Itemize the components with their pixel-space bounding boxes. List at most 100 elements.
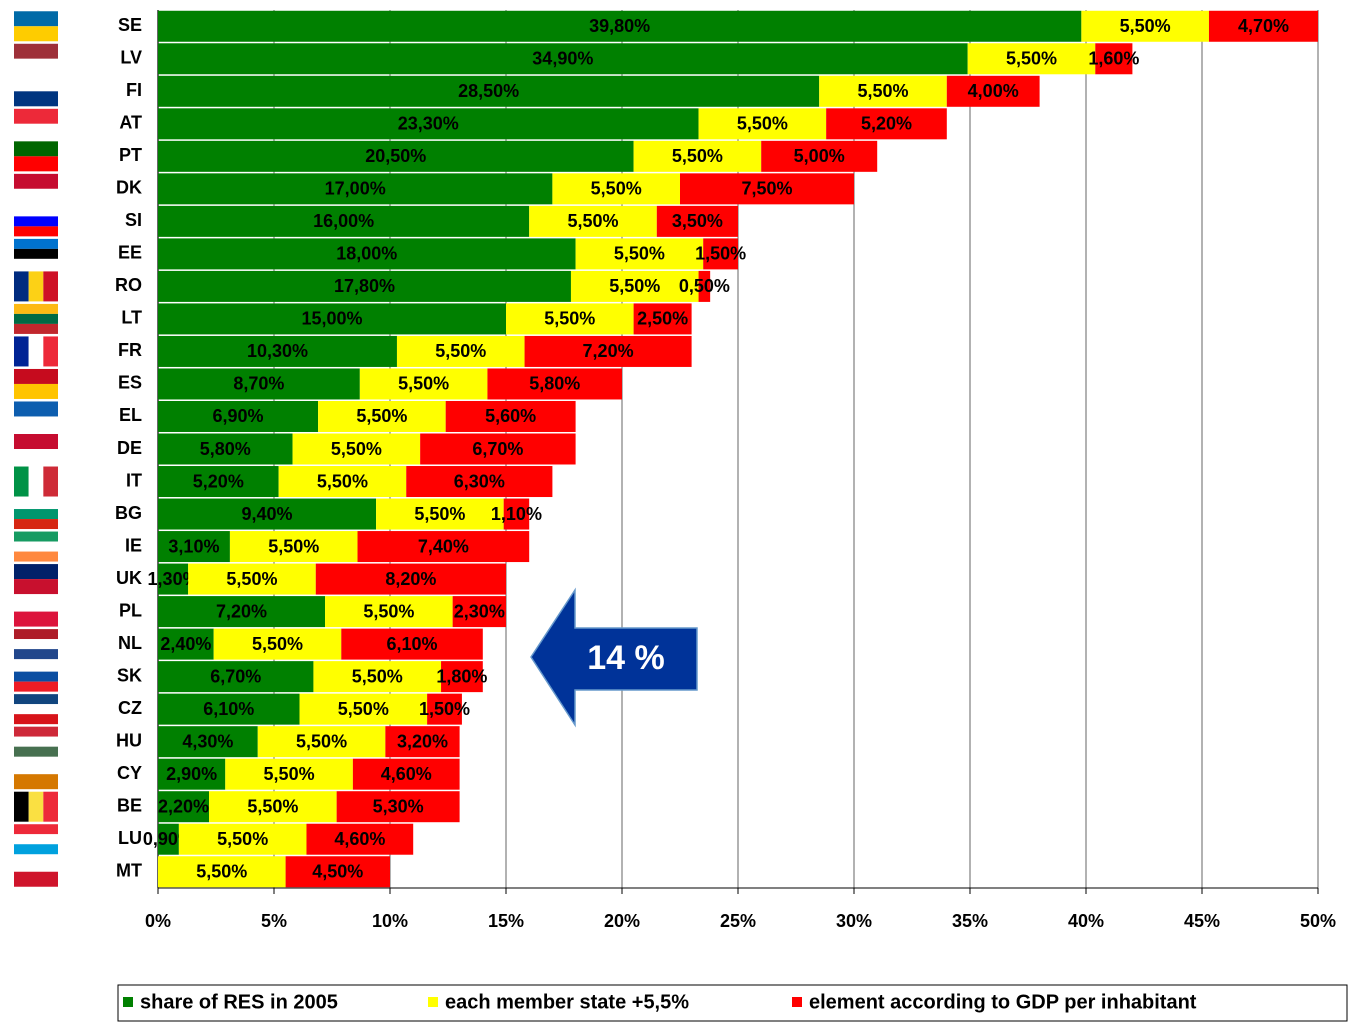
- value-label: 10,30%: [247, 341, 308, 361]
- flag-stripe: [14, 551, 58, 562]
- bar-segment: [445, 400, 576, 432]
- bar-segment: [209, 791, 337, 823]
- bar-segment: [158, 303, 506, 335]
- flag-stripe: [14, 596, 58, 612]
- flag-stripe: [14, 416, 58, 432]
- y-tick-label: HU: [116, 730, 142, 750]
- value-label: 4,60%: [334, 829, 385, 849]
- bar-segment: [257, 726, 386, 758]
- flag-stripe: [14, 108, 58, 124]
- x-tick-label: 35%: [952, 911, 988, 931]
- flag-stripe: [14, 238, 58, 249]
- legend-label: element according to GDP per inhabitant: [809, 991, 1197, 1013]
- bar-segment: [698, 270, 711, 302]
- flag-stripe: [14, 694, 58, 705]
- value-label: 6,70%: [472, 439, 523, 459]
- bar-segment: [1095, 43, 1133, 75]
- value-label: 1,50%: [419, 699, 470, 719]
- bar-segment: [158, 433, 293, 465]
- value-label: 5,50%: [268, 536, 319, 556]
- bar-segment: [158, 791, 210, 823]
- flags: [14, 11, 58, 887]
- flag-stripe: [14, 649, 58, 660]
- value-label: 5,50%: [296, 731, 347, 751]
- value-label: 5,50%: [672, 146, 723, 166]
- bar-segment: [1081, 10, 1209, 42]
- flag-stripe: [14, 383, 58, 399]
- bar-segment: [278, 466, 407, 498]
- bar-segment: [506, 303, 634, 335]
- flag-stripe: [14, 76, 58, 92]
- flag-stripe: [14, 579, 58, 595]
- value-label: 5,50%: [591, 179, 642, 199]
- bar-segment: [761, 140, 878, 172]
- flag-stripe: [43, 271, 58, 302]
- flag-stripe: [14, 368, 58, 384]
- flag-stripe: [43, 791, 58, 822]
- flag-stripe: [14, 541, 58, 552]
- flag-stripe: [14, 564, 58, 580]
- y-tick-label: DE: [117, 438, 142, 458]
- flag-stripe: [14, 123, 58, 139]
- value-label: 5,50%: [567, 211, 618, 231]
- flag-stripe: [14, 271, 29, 302]
- x-tick-label: 20%: [604, 911, 640, 931]
- value-label: 5,00%: [794, 146, 845, 166]
- flag-stripe: [14, 91, 58, 107]
- value-label: 28,50%: [458, 81, 519, 101]
- flag-stripe: [14, 434, 58, 449]
- value-label: 5,80%: [529, 374, 580, 394]
- bar-segment: [703, 238, 738, 270]
- flag-stripe: [14, 791, 29, 822]
- flag-stripe: [14, 736, 58, 747]
- bar-segment: [376, 498, 504, 530]
- y-tick-label: PL: [119, 600, 142, 620]
- value-label: 1,80%: [436, 666, 487, 686]
- x-tick-label: 50%: [1300, 911, 1336, 931]
- flag-stripe: [14, 141, 58, 157]
- value-label: 5,50%: [363, 601, 414, 621]
- bar-segment: [158, 173, 553, 205]
- bar-segment: [158, 466, 279, 498]
- value-label: 23,30%: [398, 114, 459, 134]
- y-tick-label: IE: [125, 535, 142, 555]
- flag-stripe: [14, 519, 58, 530]
- flag-stripe: [14, 704, 58, 715]
- value-label: 5,50%: [435, 341, 486, 361]
- flag-stripe: [14, 681, 58, 692]
- value-label: 5,80%: [200, 439, 251, 459]
- legend-marker: [428, 997, 438, 1007]
- value-label: 1,10%: [491, 504, 542, 524]
- x-tick-label: 0%: [145, 911, 171, 931]
- flag-stripe: [14, 726, 58, 737]
- flag-stripe: [14, 531, 58, 542]
- value-label: 6,10%: [203, 699, 254, 719]
- value-label: 5,50%: [356, 406, 407, 426]
- bar-segment: [158, 628, 214, 660]
- bar-segment: [188, 563, 316, 595]
- legend-marker: [123, 997, 133, 1007]
- value-label: 34,90%: [532, 49, 593, 69]
- flag-stripe: [14, 671, 58, 682]
- y-tick-label: CZ: [118, 698, 142, 718]
- value-label: 6,90%: [213, 406, 264, 426]
- value-label: 5,50%: [544, 309, 595, 329]
- value-label: 6,70%: [210, 666, 261, 686]
- flag-stripe: [14, 629, 58, 640]
- bar-segment: [946, 75, 1040, 107]
- bar-segment: [158, 108, 699, 140]
- x-tick-label: 10%: [372, 911, 408, 931]
- flag-stripe: [14, 774, 58, 790]
- flag-stripe: [14, 639, 58, 650]
- bar-segment: [656, 205, 738, 237]
- y-tick-label: BG: [115, 503, 142, 523]
- bar-segment: [158, 693, 300, 725]
- value-label: 0,50%: [679, 276, 730, 296]
- bar-segment: [306, 823, 414, 855]
- x-tick-label: 5%: [261, 911, 287, 931]
- y-tick-label: NL: [118, 633, 142, 653]
- bar-segment: [575, 238, 704, 270]
- bar-segment: [352, 758, 460, 790]
- value-label: 1,60%: [1088, 49, 1139, 69]
